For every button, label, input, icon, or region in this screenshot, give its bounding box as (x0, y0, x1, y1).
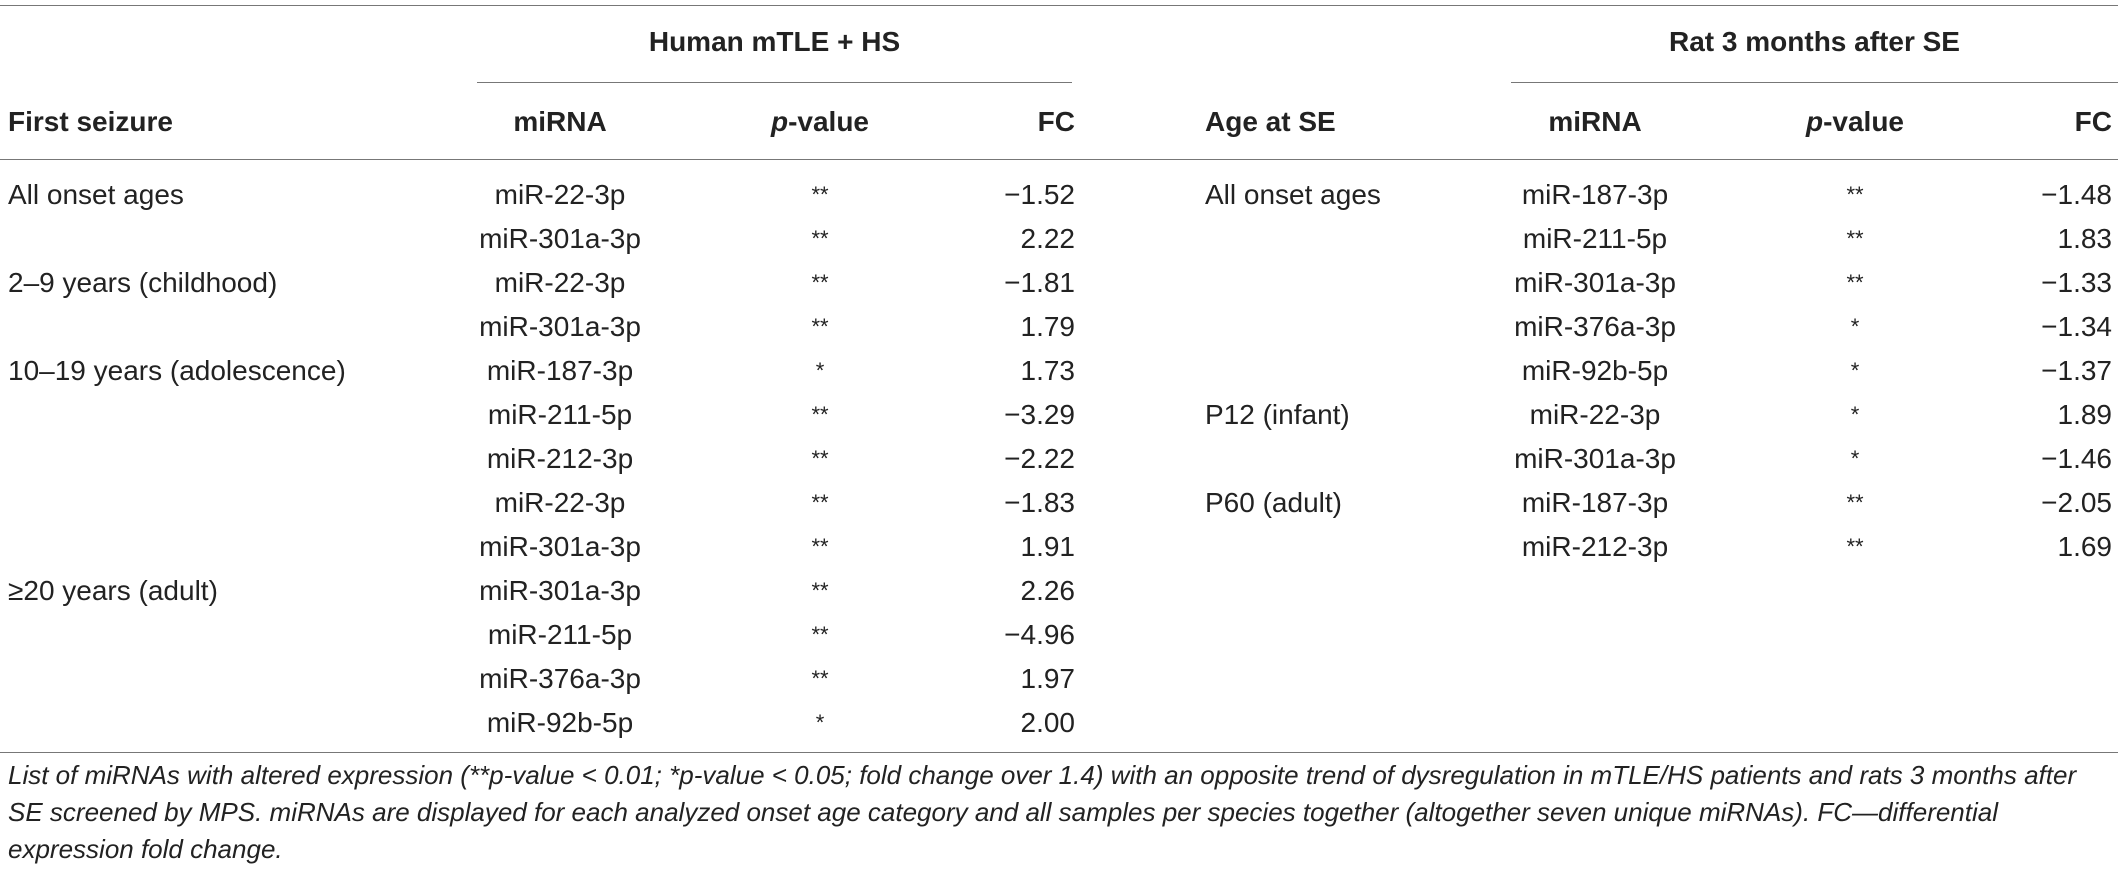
human-cell-fc: 1.97 (1020, 663, 1076, 694)
rat-cell-group: P60 (adult) (1205, 487, 1342, 518)
human-cell-mirna: miR-212-3p (486, 443, 634, 474)
col-human-pvalue: p-value (770, 106, 870, 137)
rat-cell-pvalue: ** (1846, 182, 1864, 207)
rat-group-rule (1511, 82, 2118, 83)
top-rule (0, 5, 2118, 6)
col-rat-pvalue: p-value (1805, 106, 1905, 137)
human-cell-fc: 1.91 (1020, 531, 1076, 562)
rat-cell-group: All onset ages (1205, 179, 1381, 210)
rat-cell-fc: 1.89 (2057, 399, 2113, 430)
rat-cell-pvalue: ** (1846, 534, 1864, 559)
rat-cell-fc: −1.34 (2041, 311, 2112, 342)
human-cell-pvalue: ** (811, 226, 829, 251)
human-cell-pvalue: ** (811, 666, 829, 691)
rat-cell-mirna: miR-212-3p (1521, 531, 1669, 562)
rat-cell-mirna: miR-22-3p (1529, 399, 1661, 430)
human-cell-mirna: miR-376a-3p (479, 663, 641, 694)
human-cell-fc: −1.83 (1004, 487, 1075, 518)
human-cell-mirna: miR-211-5p (487, 399, 633, 430)
human-cell-fc: −1.81 (1004, 267, 1075, 298)
human-cell-mirna: miR-211-5p (487, 619, 633, 650)
rat-cell-fc: 1.69 (2057, 531, 2113, 562)
human-cell-mirna: miR-22-3p (494, 487, 626, 518)
col-human-mirna: miRNA (513, 106, 607, 137)
human-cell-pvalue: ** (811, 270, 829, 295)
human-cell-fc: 2.26 (1020, 575, 1076, 606)
rat-cell-fc: −1.48 (2041, 179, 2112, 210)
col-first-seizure: First seizure (8, 106, 173, 137)
rat-cell-mirna: miR-187-3p (1521, 487, 1669, 518)
rat-cell-group: P12 (infant) (1205, 399, 1350, 430)
rat-cell-pvalue: * (1850, 358, 1860, 383)
human-cell-pvalue: ** (811, 402, 829, 427)
rat-cell-mirna: miR-187-3p (1521, 179, 1669, 210)
human-group-rule (477, 82, 1072, 83)
rat-cell-mirna: miR-92b-5p (1521, 355, 1669, 386)
human-cell-pvalue: * (815, 358, 825, 383)
rat-cell-pvalue: ** (1846, 490, 1864, 515)
col-rat-fc: FC (2074, 106, 2112, 137)
human-cell-pvalue: ** (811, 314, 829, 339)
col-human-fc: FC (1037, 106, 1075, 137)
human-cell-pvalue: ** (811, 182, 829, 207)
human-cell-mirna: miR-187-3p (486, 355, 634, 386)
human-cell-group: ≥20 years (adult) (8, 575, 218, 606)
human-cell-fc: −2.22 (1004, 443, 1075, 474)
human-cell-pvalue: ** (811, 578, 829, 603)
human-cell-mirna: miR-22-3p (494, 267, 626, 298)
human-cell-group: All onset ages (8, 179, 184, 210)
rat-cell-pvalue: ** (1846, 270, 1864, 295)
human-cell-mirna: miR-92b-5p (486, 707, 634, 738)
human-cell-mirna: miR-301a-3p (479, 311, 641, 342)
rat-group-header: Rat 3 months after SE (1669, 26, 1960, 57)
col-age-at-se: Age at SE (1205, 106, 1336, 137)
human-cell-fc: −4.96 (1004, 619, 1075, 650)
table-caption: List of miRNAs with altered expression (… (8, 760, 2077, 864)
human-cell-pvalue: * (815, 710, 825, 735)
human-cell-fc: 2.00 (1020, 707, 1076, 738)
rat-cell-fc: −2.05 (2041, 487, 2112, 518)
human-cell-mirna: miR-301a-3p (479, 531, 641, 562)
human-cell-pvalue: ** (811, 622, 829, 647)
col-rat-mirna: miRNA (1548, 106, 1642, 137)
rat-cell-mirna: miR-376a-3p (1514, 311, 1676, 342)
rat-cell-pvalue: * (1850, 402, 1860, 427)
human-cell-group: 10–19 years (adolescence) (8, 355, 346, 386)
human-cell-pvalue: ** (811, 534, 829, 559)
human-cell-pvalue: ** (811, 490, 829, 515)
rat-cell-mirna: miR-211-5p (1522, 223, 1668, 254)
header-rule (0, 159, 2118, 160)
human-cell-fc: −3.29 (1004, 399, 1075, 430)
rat-cell-fc: −1.46 (2041, 443, 2112, 474)
human-cell-mirna: miR-301a-3p (479, 575, 641, 606)
human-cell-fc: 1.73 (1020, 355, 1076, 386)
rat-cell-fc: 1.83 (2057, 223, 2113, 254)
human-cell-mirna: miR-22-3p (494, 179, 626, 210)
human-cell-group: 2–9 years (childhood) (8, 267, 278, 298)
human-cell-fc: 2.22 (1020, 223, 1076, 254)
rat-cell-mirna: miR-301a-3p (1514, 267, 1676, 298)
human-cell-fc: 1.79 (1020, 311, 1076, 342)
human-cell-fc: −1.52 (1004, 179, 1075, 210)
rat-cell-fc: −1.33 (2041, 267, 2112, 298)
human-group-header: Human mTLE + HS (648, 26, 901, 57)
rat-cell-pvalue: * (1850, 446, 1860, 471)
bottom-rule (0, 752, 2118, 753)
rat-cell-pvalue: * (1850, 314, 1860, 339)
human-cell-pvalue: ** (811, 446, 829, 471)
rat-cell-pvalue: ** (1846, 226, 1864, 251)
rat-cell-fc: −1.37 (2041, 355, 2112, 386)
human-cell-mirna: miR-301a-3p (479, 223, 641, 254)
rat-cell-mirna: miR-301a-3p (1514, 443, 1676, 474)
